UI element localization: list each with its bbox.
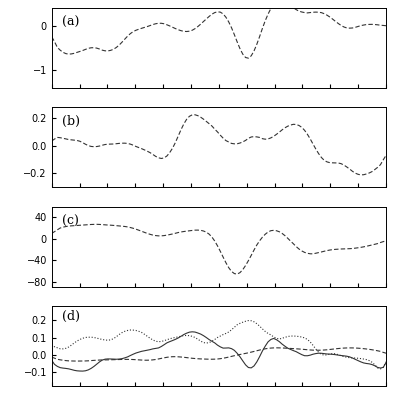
Text: (d): (d) [62,310,80,324]
Text: (a): (a) [62,16,79,29]
Text: (b): (b) [62,115,80,129]
Text: (c): (c) [62,215,79,228]
